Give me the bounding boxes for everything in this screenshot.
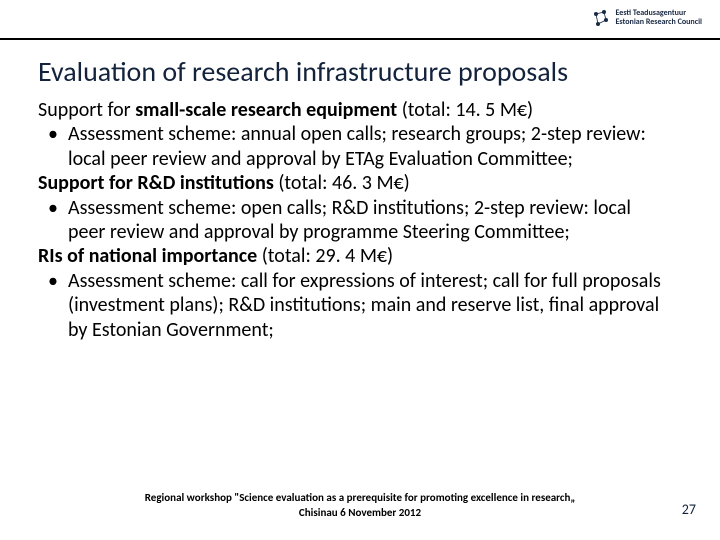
logo-text-line2: Estonian Research Council	[616, 18, 702, 27]
logo-text: Eesti Teadusagentuur Estonian Research C…	[616, 9, 702, 27]
bullet-icon: •	[38, 122, 68, 171]
slide-title: Evaluation of research infrastructure pr…	[38, 54, 690, 89]
bullet-icon: •	[38, 196, 68, 245]
section-2-lead: Support for R&D institutions (total: 46.…	[38, 171, 664, 195]
section-3-lead: RIs of national importance (total: 29. 4…	[38, 244, 664, 268]
section-1-lead: Support for small-scale research equipme…	[38, 98, 664, 122]
footer-line1: Regional workshop "Science evaluation as…	[60, 491, 660, 505]
section-1-bullet: • Assessment scheme: annual open calls; …	[38, 122, 664, 171]
section-3-bullet-text: Assessment scheme: call for expressions …	[68, 269, 664, 342]
section-1-bold: small-scale research equipment	[135, 98, 402, 122]
org-logo: Eesti Teadusagentuur Estonian Research C…	[588, 6, 702, 30]
section-2-bold: Support for R&D institutions	[38, 171, 278, 195]
bullet-icon: •	[38, 269, 68, 342]
footer-line2: Chisinau 6 November 2012	[60, 506, 660, 520]
section-1-prefix: Support for	[38, 98, 135, 122]
footer: Regional workshop "Science evaluation as…	[60, 491, 660, 520]
section-1-suffix: (total: 14. 5 M€)	[402, 98, 533, 122]
section-2-bullet-text: Assessment scheme: open calls; R&D insti…	[68, 196, 664, 245]
slide-body: Support for small-scale research equipme…	[38, 98, 664, 342]
section-1-bullet-text: Assessment scheme: annual open calls; re…	[68, 122, 664, 171]
section-3-suffix: (total: 29. 4 M€)	[262, 244, 393, 268]
section-3-bold: RIs of national importance	[38, 244, 262, 268]
section-2-bullet: • Assessment scheme: open calls; R&D ins…	[38, 196, 664, 245]
section-3-bullet: • Assessment scheme: call for expression…	[38, 269, 664, 342]
logo-mark-icon	[588, 6, 612, 30]
header-divider	[0, 38, 720, 40]
page-number: 27	[682, 501, 696, 518]
section-2-suffix: (total: 46. 3 M€)	[278, 171, 409, 195]
